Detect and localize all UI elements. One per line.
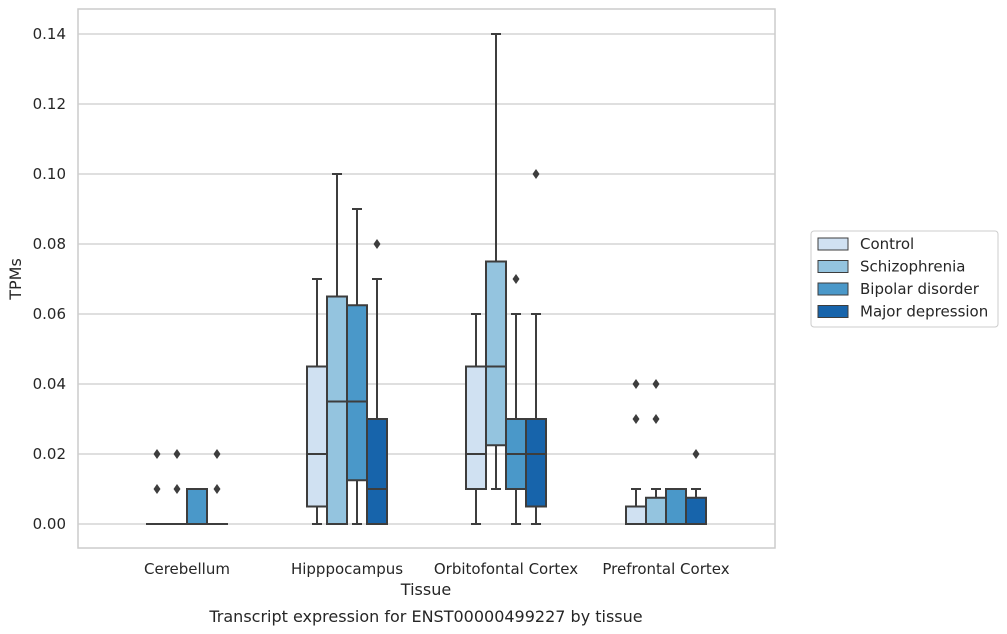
plot-frame [77, 8, 776, 549]
x-axis-ticks: Cerebellum Hipppocampus Orbitofontal Corte… [144, 560, 730, 578]
x-tick-label: Prefrontal Cortex [602, 560, 729, 578]
outlier-point [153, 449, 161, 459]
y-tick-label: 0.14 [33, 25, 66, 43]
box-major-depression [206, 449, 228, 526]
box-bipolar-disorder [346, 208, 368, 525]
box-schizophrenia [485, 33, 507, 490]
box-iqr [645, 496, 667, 525]
legend-label: Schizophrenia [860, 258, 965, 276]
box-schizophrenia [166, 449, 188, 526]
y-tick-label: 0.08 [33, 235, 66, 253]
box-iqr [485, 260, 507, 447]
grid-lines [78, 33, 775, 525]
outlier-point [173, 449, 181, 459]
box-iqr [306, 365, 328, 508]
outlier-point [652, 379, 660, 389]
box-major-depression [525, 169, 547, 525]
box-schizophrenia [645, 379, 667, 525]
x-tick-label: Cerebellum [144, 560, 230, 578]
legend-swatch [817, 282, 849, 296]
legend: Control Schizophrenia Bipolar disorder Majo… [810, 230, 999, 328]
outlier-point [373, 239, 381, 249]
box-control [146, 449, 168, 526]
y-tick-label: 0.12 [33, 95, 66, 113]
box-iqr [525, 418, 547, 508]
outlier-point [632, 379, 640, 389]
box-major-depression [366, 239, 388, 525]
box-iqr [685, 496, 707, 525]
box-control [625, 379, 647, 525]
outlier-point [153, 484, 161, 494]
y-axis-ticks: 0.00 0.02 0.04 0.06 0.08 0.10 0.12 0.14 [33, 25, 66, 533]
box-bipolar-disorder [665, 488, 687, 525]
box-iqr [326, 295, 348, 525]
outlier-point [652, 414, 660, 424]
chart-caption: Transcript expression for ENST0000049922… [208, 607, 642, 626]
box-iqr [465, 365, 487, 490]
box-control [306, 278, 328, 525]
outlier-point [532, 169, 540, 179]
outlier-point [213, 484, 221, 494]
box-bipolar-disorder [186, 488, 208, 525]
outlier-point [632, 414, 640, 424]
legend-swatch [817, 305, 849, 318]
legend-label: Major depression [860, 303, 988, 321]
outlier-point [692, 449, 700, 459]
x-axis-label: Tissue [400, 580, 451, 599]
y-axis-label: TPMs [6, 258, 25, 301]
legend-swatch [817, 237, 849, 251]
y-tick-label: 0.04 [33, 375, 66, 393]
box-iqr [665, 488, 687, 525]
box-schizophrenia [326, 173, 348, 525]
legend-label: Control [860, 235, 914, 253]
outlier-point [213, 449, 221, 459]
y-tick-label: 0.10 [33, 165, 66, 183]
box-groups [146, 33, 707, 526]
box-iqr [625, 505, 647, 525]
legend-frame [810, 230, 999, 328]
box-iqr [346, 304, 368, 482]
box-iqr [366, 418, 388, 525]
legend-label: Bipolar disorder [860, 280, 980, 298]
y-tick-label: 0.00 [33, 515, 66, 533]
legend-swatch [817, 260, 849, 273]
y-tick-label: 0.02 [33, 445, 66, 463]
y-tick-label: 0.06 [33, 305, 66, 323]
box-major-depression [685, 449, 707, 525]
box-bipolar-disorder [505, 274, 527, 525]
box-iqr [186, 488, 208, 525]
box-control [465, 313, 487, 525]
x-tick-label: Orbitofontal Cortex [434, 560, 578, 578]
x-tick-label: Hipppocampus [291, 560, 403, 578]
outlier-point [173, 484, 181, 494]
outlier-point [512, 274, 520, 284]
